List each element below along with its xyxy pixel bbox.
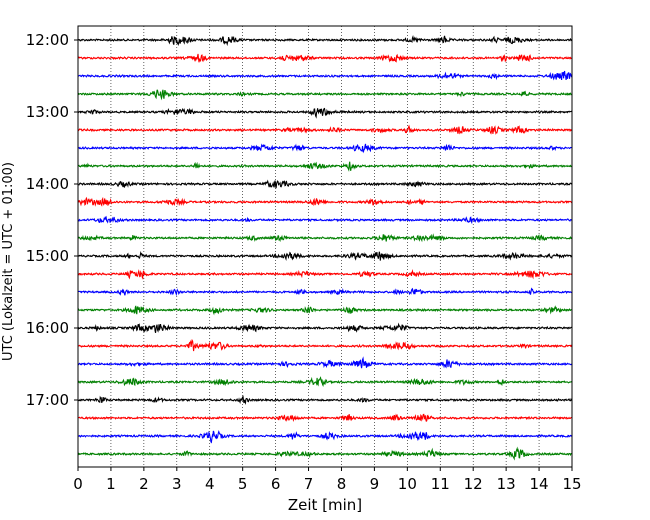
trace-1430 [77,215,573,225]
x-axis-label: Zeit [min] [288,496,362,514]
trace-1630 [77,356,573,369]
x-tick-label: 2 [139,475,149,493]
x-tick-label: 7 [304,475,314,493]
plot-frame [77,25,573,468]
x-tick-label: 4 [205,475,215,493]
trace-1315 [77,124,573,135]
trace-1230 [77,70,573,81]
trace-1500 [77,250,573,262]
x-tick-label: 14 [530,475,549,493]
x-tick-label: 0 [73,475,83,493]
trace-1600 [77,322,573,333]
x-tick-label: 6 [271,475,281,493]
trace-1300 [77,107,573,119]
x-tick-label: 5 [238,475,248,493]
trace-1545 [77,305,573,316]
trace-1645 [77,376,573,388]
y-axis: 12:00 13:00 14:00 15:00 16:00 17:00 [26,31,78,409]
y-tick-label: 12:00 [26,31,69,49]
y-tick-label: 15:00 [26,247,69,265]
x-tick-label: 12 [464,475,483,493]
y-tick-label: 16:00 [26,319,69,337]
x-axis: 0 1 2 3 4 5 6 7 8 9 10 11 12 13 14 15 [73,467,582,493]
traces [77,34,573,461]
trace-1515 [77,268,573,280]
y-tick-label: 14:00 [26,175,69,193]
x-tick-label: 3 [172,475,182,493]
trace-1330 [77,143,573,154]
x-tick-label: 10 [398,475,417,493]
trace-1615 [77,338,573,352]
y-tick-label: 13:00 [26,103,69,121]
x-tick-label: 13 [497,475,516,493]
x-tick-label: 11 [431,475,450,493]
trace-1245 [77,89,573,101]
trace-1200 [77,34,573,47]
trace-1445 [77,233,573,243]
trace-1530 [77,287,573,297]
x-tick-label: 9 [370,475,380,493]
x-tick-label: 8 [337,475,347,493]
trace-1415 [77,196,573,207]
trace-1745 [77,446,573,461]
trace-1345 [77,161,573,172]
y-tick-label: 17:00 [26,391,69,409]
y-axis-label: UTC (Lokalzeit = UTC + 01:00) [1,162,16,361]
x-tick-label: 15 [562,475,581,493]
trace-1400 [77,179,573,189]
trace-1715 [77,413,573,422]
x-tick-label: 1 [106,475,116,493]
trace-1730 [77,430,573,444]
trace-1700 [77,395,573,406]
trace-1215 [77,53,573,63]
